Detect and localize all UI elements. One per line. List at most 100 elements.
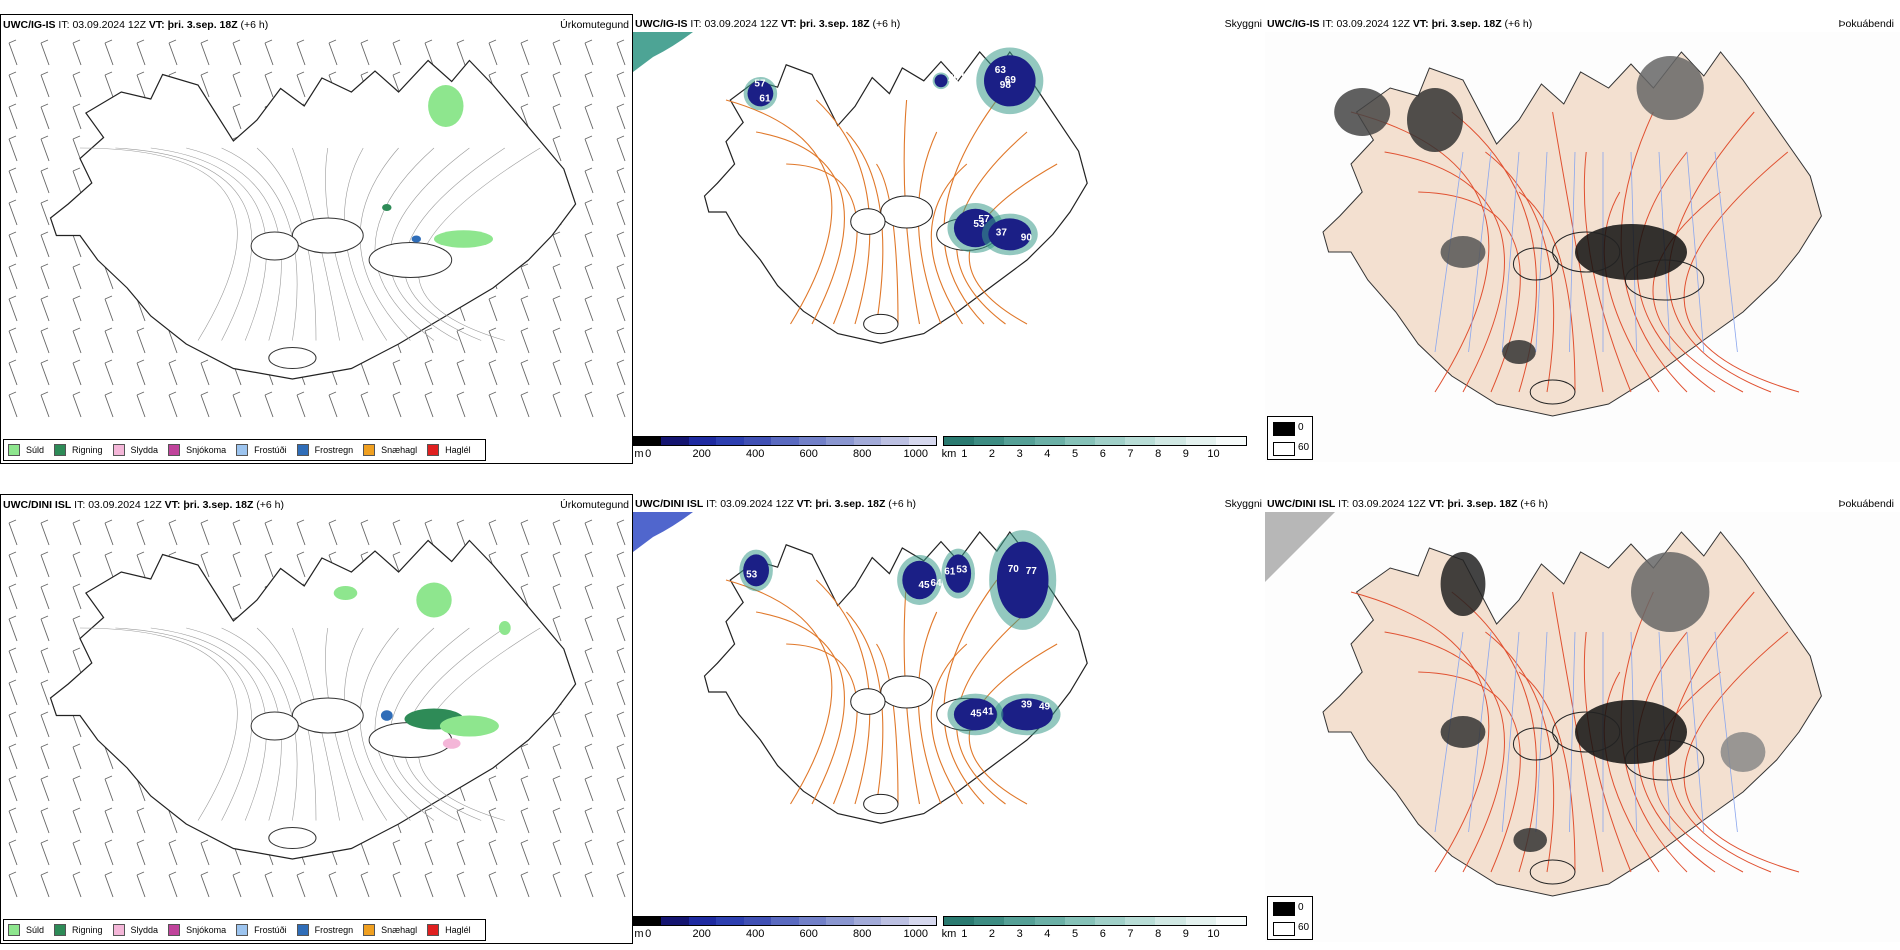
- wind-barb: [40, 71, 50, 98]
- wind-barb: [552, 391, 562, 418]
- colorbar-ticks: m 0 200 400 600 800 1000: [633, 926, 937, 940]
- legend-label: Snjókoma: [186, 445, 227, 455]
- legend-item: Rigning: [54, 924, 103, 936]
- legend-item: Snjókoma: [168, 444, 226, 456]
- panel-header: UWC/DINI ISL IT: 03.09.2024 12Z VT: þri.…: [635, 498, 917, 510]
- fog-legend-swatch: [1273, 422, 1295, 436]
- wind-barb: [72, 615, 82, 642]
- wind-barb: [40, 679, 50, 706]
- wind-barb: [552, 743, 562, 770]
- precip-map: [8, 39, 626, 418]
- wind-barb: [8, 263, 18, 290]
- fog-area: [1407, 88, 1463, 152]
- wind-barb: [168, 391, 178, 418]
- wind-barb: [40, 199, 50, 226]
- wind-barb: [8, 295, 18, 322]
- colorbar-tick: 600: [799, 448, 818, 460]
- wind-barb: [8, 679, 18, 706]
- wind-barb: [40, 519, 50, 546]
- wind-barb: [40, 775, 50, 802]
- wind-barb: [40, 263, 50, 290]
- panel-header: UWC/DINI ISL IT: 03.09.2024 12Z VT: þri.…: [3, 499, 285, 511]
- cloud-base-area: [747, 80, 774, 107]
- fog-area: [1513, 828, 1547, 852]
- wind-barb: [552, 583, 562, 610]
- colorbar-cell: [944, 917, 975, 925]
- glacier-outline: [1624, 739, 1705, 781]
- cloud-base-value: 37: [996, 227, 1008, 238]
- fog-legend-label: 60: [1298, 442, 1310, 453]
- cloud-base-value: 29: [948, 73, 960, 84]
- cloud-base-value: 61: [944, 567, 956, 578]
- cloud-map: 70 53 64 39 41 53 77 61 45 49 45: [633, 512, 1088, 824]
- wind-barb: [616, 647, 626, 674]
- precip-map: [8, 519, 626, 898]
- wind-barb: [8, 519, 18, 546]
- wind-barb: [520, 519, 530, 546]
- glacier-outline: [880, 195, 933, 229]
- legend-swatch: [236, 924, 249, 936]
- wind-barb: [520, 327, 530, 354]
- wind-barb: [616, 391, 626, 418]
- colorbar-cell: [881, 917, 909, 925]
- wind-barb: [8, 615, 18, 642]
- wind-barb: [232, 39, 242, 66]
- wind-barb: [552, 231, 562, 258]
- panel-title: Skyggni: [1224, 498, 1262, 510]
- colorbar-tick: 8: [1155, 928, 1162, 940]
- colorbar-cell: [634, 917, 662, 925]
- precip-legend: Súld Rigning Slydda Snjókoma Frostúði Frostre…: [3, 919, 486, 941]
- wind-barb: [72, 551, 82, 578]
- wind-barb: [616, 327, 626, 354]
- glacier-outline: [1552, 711, 1621, 753]
- wind-barb: [8, 743, 18, 770]
- wind-barb: [584, 807, 594, 834]
- wind-barb: [72, 807, 82, 834]
- wind-barb: [616, 615, 626, 642]
- wind-barb: [40, 167, 50, 194]
- wind-barb: [136, 39, 146, 66]
- fog-area: [1440, 716, 1486, 748]
- colorbar-tick: 5: [1072, 448, 1079, 460]
- cloud-map: 63 53 90 57 29 98 57 37 61 44 69: [633, 32, 1088, 344]
- wind-barb: [616, 839, 626, 866]
- legend-item: Frostregn: [296, 444, 353, 456]
- wind-barb: [40, 551, 50, 578]
- legend-label: Haglél: [445, 445, 471, 455]
- legend-label: Snjókoma: [186, 925, 227, 935]
- wind-barb: [72, 359, 82, 386]
- wind-barb: [456, 871, 466, 898]
- wind-barb: [552, 615, 562, 642]
- wind-barb: [8, 167, 18, 194]
- wind-barb: [424, 871, 434, 898]
- wind-barb: [104, 39, 114, 66]
- legend-swatch: [168, 924, 181, 936]
- legend-label: Snæhagl: [381, 925, 418, 935]
- colorbar-cell: [1064, 437, 1096, 445]
- wind-barb: [456, 807, 466, 834]
- colorbar-cell: [634, 437, 662, 445]
- cloud-base-value: 57: [978, 214, 990, 225]
- cloud-base-area: [1001, 698, 1053, 731]
- wind-barb: [264, 551, 274, 578]
- panel-title: Úrkomutegund: [560, 19, 629, 31]
- legend-label: Frostúði: [254, 445, 287, 455]
- wind-barb: [360, 519, 370, 546]
- wind-barb: [552, 327, 562, 354]
- colorbar-tick: 7: [1127, 928, 1134, 940]
- colorbar-cell: [826, 437, 854, 445]
- fog-legend-label: 0: [1298, 902, 1304, 913]
- wind-barb: [392, 839, 402, 866]
- wind-barb: [104, 807, 114, 834]
- fog-map: [1265, 512, 1900, 942]
- wind-barb: [40, 583, 50, 610]
- colorbar-tick: 800: [853, 448, 872, 460]
- legend-swatch: [427, 444, 440, 456]
- wind-barb: [232, 551, 242, 578]
- cloud-base-area: [984, 55, 1036, 107]
- wind-barb: [616, 103, 626, 130]
- wind-barb: [488, 327, 498, 354]
- colorbar-tick: 4: [1044, 448, 1051, 460]
- fog-legend-swatch: [1273, 442, 1295, 456]
- wind-barb: [584, 743, 594, 770]
